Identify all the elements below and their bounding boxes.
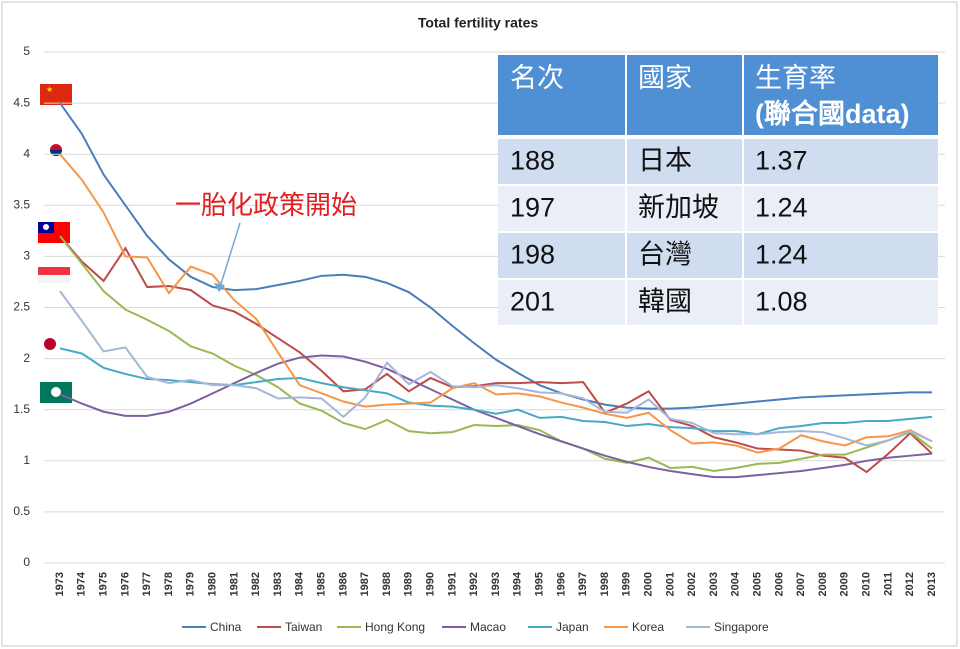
flag-singapore: [38, 267, 70, 275]
table-cell: 日本: [638, 146, 692, 176]
x-tick-label: 1983: [272, 572, 284, 596]
annotation: 一胎化政策開始: [175, 190, 357, 220]
legend-label: Macao: [470, 620, 506, 634]
y-tick-label: 2: [23, 351, 30, 365]
y-tick-label: 4.5: [13, 95, 30, 109]
table-header: 國家: [638, 63, 692, 93]
y-tick-label: 2.5: [13, 300, 30, 314]
x-tick-label: 2005: [752, 572, 764, 596]
x-tick-label: 2004: [730, 571, 742, 596]
x-tick-label: 1973: [54, 572, 66, 596]
y-tick-label: 3: [23, 249, 30, 263]
x-tick-label: 1998: [599, 572, 611, 596]
flag-star: ★: [46, 85, 53, 94]
x-tick-label: 2010: [861, 572, 873, 596]
x-tick-label: 1982: [250, 572, 262, 596]
series-line: [59, 235, 933, 474]
x-tick-label: 2011: [882, 572, 894, 596]
legend-label: China: [210, 620, 242, 634]
table-cell: 1.24: [755, 193, 808, 223]
table-cell: 韓國: [638, 287, 692, 317]
x-tick-label: 1993: [490, 572, 502, 596]
series-line: [59, 235, 933, 473]
x-tick-label: 1996: [555, 572, 567, 596]
x-tick-label: 1991: [446, 572, 458, 596]
x-tick-label: 1994: [512, 571, 524, 596]
table-cell: 新加坡: [638, 193, 719, 223]
table-cell: 1.24: [755, 240, 808, 270]
x-tick-label: 2012: [904, 572, 916, 596]
x-tick-label: 1989: [403, 572, 415, 596]
table-row-bg: [498, 139, 938, 184]
x-tick-label: 1979: [185, 572, 197, 596]
table-cell: 201: [510, 287, 555, 317]
flag-japan: [44, 338, 56, 350]
table-cell: 197: [510, 193, 555, 223]
x-tick-label: 1985: [316, 572, 328, 596]
series-line: [59, 354, 933, 479]
x-tick-label: 2003: [708, 572, 720, 596]
y-tick-label: 5: [23, 44, 30, 58]
x-tick-label: 2013: [926, 572, 938, 596]
table: 188 日本 1.37 197 新加坡 1.24 198 台灣 1.24 201 韓國 1.08 名次 國…: [498, 55, 938, 325]
table-row-bg: [498, 233, 938, 278]
x-tick-label: 1988: [381, 572, 393, 596]
y-tick-label: 3.5: [13, 197, 30, 211]
x-tick-label: 2007: [795, 572, 807, 596]
x-tick-label: 2009: [839, 572, 851, 596]
x-tick-label: 2001: [664, 572, 676, 596]
table-header: 生育率: [755, 63, 836, 93]
legend-label: Singapore: [714, 620, 769, 634]
legend-label: Hong Kong: [365, 620, 425, 634]
x-tick-label: 1974: [76, 571, 88, 596]
x-tick-label: 1990: [425, 572, 437, 596]
table-cell: 198: [510, 240, 555, 270]
table-cell: 1.08: [755, 287, 808, 317]
series-line: [59, 290, 933, 447]
table-row-bg: [498, 186, 938, 231]
y-tick-label: 0: [23, 555, 30, 569]
x-tick-label: 1975: [98, 572, 110, 596]
x-tick-label: 1978: [163, 572, 175, 596]
table-header: 名次: [510, 63, 564, 93]
x-tick-label: 1980: [207, 572, 219, 596]
y-tick-label: 1.5: [13, 402, 30, 416]
series-line: [59, 153, 933, 454]
x-tick-label: 1977: [141, 572, 153, 596]
x-tick-label: 1986: [337, 572, 349, 596]
flag-taiwan-sun: [43, 224, 49, 230]
table-header-bg: [498, 55, 938, 135]
x-tick-label: 2002: [686, 572, 698, 596]
y-tick-label: 0.5: [13, 504, 30, 518]
annotation-arrowhead: [214, 283, 225, 292]
legend-label: Taiwan: [285, 620, 322, 634]
x-tick-label: 1995: [534, 572, 546, 596]
table-cell: 1.37: [755, 146, 808, 176]
x-tick-label: 1999: [621, 572, 633, 596]
x-tick-label: 1981: [228, 572, 240, 596]
x-tick-label: 2008: [817, 572, 829, 596]
y-tick-label: 1: [23, 453, 30, 467]
annotation-arrow: [219, 222, 241, 288]
table-row-bg: [498, 280, 938, 325]
x-tick-label: 1992: [468, 572, 480, 596]
flag-macao-lotus: [51, 387, 61, 397]
x-tick-label: 1987: [359, 572, 371, 596]
x-tick-label: 1984: [294, 571, 306, 596]
x-tick-label: 1976: [119, 572, 131, 596]
flag-china: [40, 84, 72, 105]
x-tick-label: 2006: [773, 572, 785, 596]
legend-label: Korea: [632, 620, 664, 634]
y-tick-label: 4: [23, 146, 30, 160]
table-cell: 台灣: [638, 240, 692, 270]
table-cell: 188: [510, 146, 555, 176]
legend-label: Japan: [556, 620, 589, 634]
chart-title: Total fertility rates: [418, 15, 539, 31]
flag-singapore-white: [38, 275, 70, 283]
series-line: [59, 102, 932, 410]
x-tick-label: 2000: [643, 572, 655, 596]
x-tick-label: 1997: [577, 572, 589, 596]
table-header: (聯合國data): [755, 98, 910, 129]
